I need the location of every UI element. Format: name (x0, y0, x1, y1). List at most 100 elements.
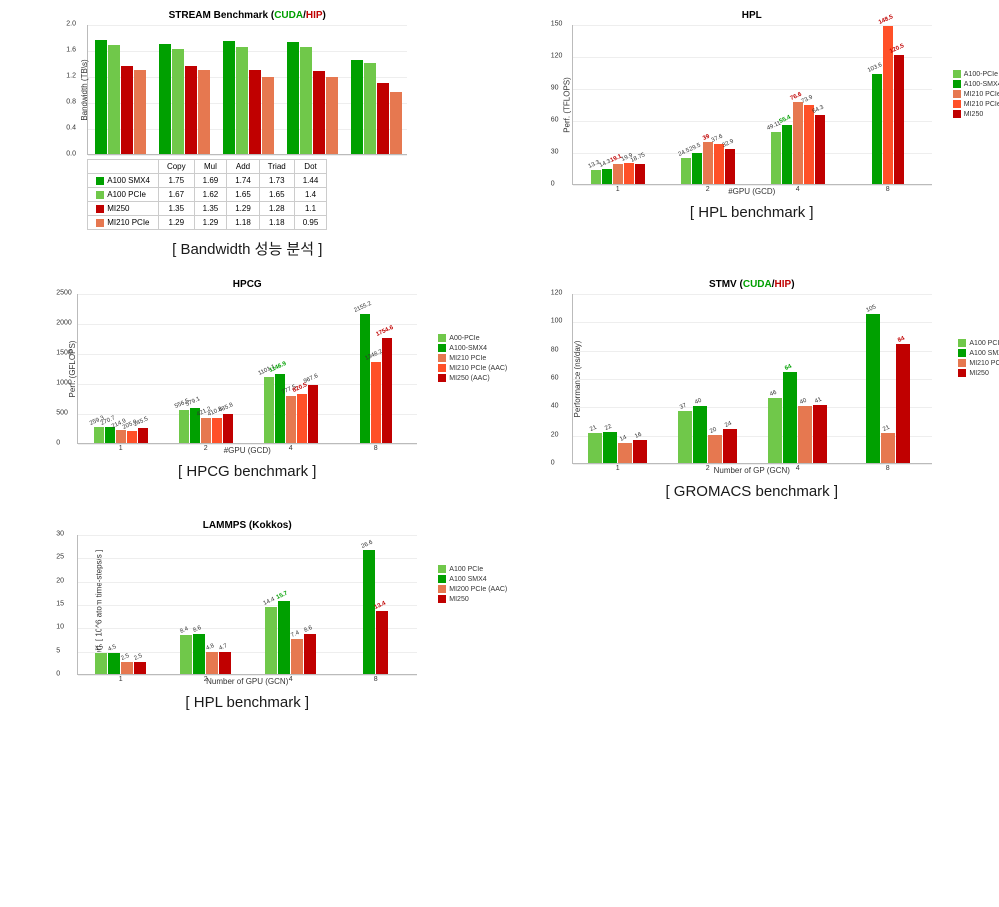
bar-value-label: 1146.9 (268, 361, 287, 374)
bar-group: 26.613.4 (333, 550, 418, 674)
legend-swatch (438, 575, 446, 583)
bar-value-label: 967.6 (303, 373, 319, 385)
bar: 8.6 (304, 634, 316, 674)
table-cell: 1.18 (227, 216, 260, 230)
bar (390, 92, 402, 154)
bar (249, 70, 261, 154)
table-cell: 1.28 (259, 202, 294, 216)
bar: 84 (896, 344, 910, 463)
bar: 1101.1 (264, 377, 274, 443)
bar-value-label: 20 (709, 426, 718, 434)
bar: 20 (708, 435, 722, 463)
bar: 120.5 (894, 55, 904, 184)
stream-title-suffix: ) (323, 10, 326, 21)
legend-label: MI250 (969, 370, 988, 377)
bar: 205.9 (127, 431, 137, 443)
legend-item: MI200 PCIe (AAC) (438, 585, 507, 593)
table-cell: 1.67 (158, 188, 194, 202)
bar: 4.7 (219, 652, 231, 674)
grid-line (573, 294, 932, 295)
ytick: 10 (56, 624, 64, 631)
bar-group (216, 41, 280, 154)
bar-group: 259.3270.7214.9205.9245.5 (78, 427, 163, 443)
stream-chart: STREAM Benchmark (CUDA/HIP) Bandwidth (T… (87, 10, 407, 230)
bar-value-label: 8.4 (180, 626, 190, 635)
bar: 777.5 (286, 396, 296, 443)
ytick: 2.0 (66, 21, 76, 28)
lammps-title: LAMMPS (Kokkos) (77, 520, 417, 531)
bar-value-label: 40 (694, 398, 703, 406)
grid-line (78, 444, 417, 445)
bar-group: 4.54.52.52.5 (78, 653, 163, 674)
bar (121, 66, 133, 154)
bar-value-label: 41 (814, 397, 823, 405)
bar: 2.5 (134, 662, 146, 674)
bar (185, 66, 197, 154)
lammps-panel: LAMMPS (Kokkos) Perf. [ 10^6 atom time-s… (10, 520, 485, 711)
table-header: Mul (194, 160, 227, 174)
bar (287, 42, 299, 154)
table-header: Copy (158, 160, 194, 174)
ytick: 15 (56, 601, 64, 608)
legend-label: A100-SMX4 (449, 345, 487, 352)
hpcg-plot: Perf. (GFLOPS) 05001000150020002500259.3… (77, 294, 417, 444)
bar-group (280, 42, 344, 154)
bar: 73.9 (804, 105, 814, 184)
bar: 14.4 (265, 607, 277, 674)
bar (326, 77, 338, 154)
stream-title-hip: HIP (306, 10, 323, 21)
bar-value-label: 2155.2 (353, 301, 372, 314)
row-swatch (96, 205, 104, 213)
bar: 24 (723, 429, 737, 463)
ytick: 1500 (56, 350, 72, 357)
xtick: 4 (796, 186, 800, 193)
bar (236, 47, 248, 154)
ytick: 90 (551, 85, 559, 92)
stmv-plot: Performance (ns/day) 0204060801001202122… (572, 294, 932, 464)
bar: 14 (618, 443, 632, 463)
legend-label: MI210 PCIe (964, 91, 999, 98)
legend-swatch (958, 369, 966, 377)
grid-line (88, 155, 407, 156)
bar (377, 83, 389, 155)
bar: 14.3 (602, 169, 612, 184)
table-cell: 1.75 (158, 174, 194, 188)
xtick: 4 (796, 465, 800, 472)
legend-label: A100 PCIe (969, 340, 999, 347)
bar-value-label: 14.4 (263, 596, 276, 606)
legend-swatch (438, 565, 446, 573)
ytick: 0.0 (66, 151, 76, 158)
bar-value-label: 16 (634, 432, 643, 440)
legend-label: MI210 PCIe (969, 360, 999, 367)
bar: 41 (813, 405, 827, 463)
table-cell: 1.29 (158, 216, 194, 230)
xtick: 2 (204, 676, 208, 683)
xtick: 1 (616, 186, 620, 193)
legend-label: MI250 (449, 596, 468, 603)
bar: 214.9 (116, 430, 126, 443)
bar: 40 (693, 406, 707, 463)
legend-label: MI210 PCIe (AAC) (964, 101, 999, 108)
bar-group: 37402024 (663, 406, 753, 463)
legend-swatch (438, 334, 446, 342)
legend-swatch (438, 585, 446, 593)
bar: 1754.6 (382, 338, 392, 443)
stream-table: CopyMulAddTriadDotA100 SMX41.751.691.741… (87, 159, 327, 230)
ytick: 30 (56, 531, 64, 538)
hpcg-xlabel: #GPU (GCD) (77, 446, 417, 455)
stmv-chart: STMV (CUDA/HIP) Performance (ns/day) 020… (572, 279, 932, 475)
bar: 64.3 (815, 115, 825, 184)
bar-group: 1052184 (843, 314, 933, 463)
stream-title-cuda: CUDA (274, 10, 303, 21)
table-header-blank (88, 160, 159, 174)
bar-group: 24.529.53937.632.9 (663, 142, 753, 184)
bar-group: 14.415.77.48.6 (248, 601, 333, 674)
table-row: MI210 PCIe1.291.291.181.180.95 (88, 216, 327, 230)
bar: 15.7 (278, 601, 290, 674)
bar-group: 556.5579.1421.2410.8485.8 (163, 408, 248, 443)
legend-swatch (953, 70, 961, 78)
ytick: 1000 (56, 380, 72, 387)
legend-item: A100 SMX4 (958, 349, 999, 357)
xtick: 1 (616, 465, 620, 472)
xtick: 8 (374, 676, 378, 683)
